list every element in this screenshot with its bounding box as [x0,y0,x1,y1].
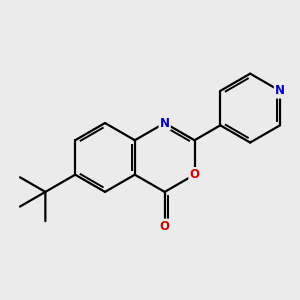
Text: O: O [160,220,170,233]
Text: N: N [160,116,170,130]
Text: N: N [275,84,285,98]
Text: O: O [190,168,200,181]
